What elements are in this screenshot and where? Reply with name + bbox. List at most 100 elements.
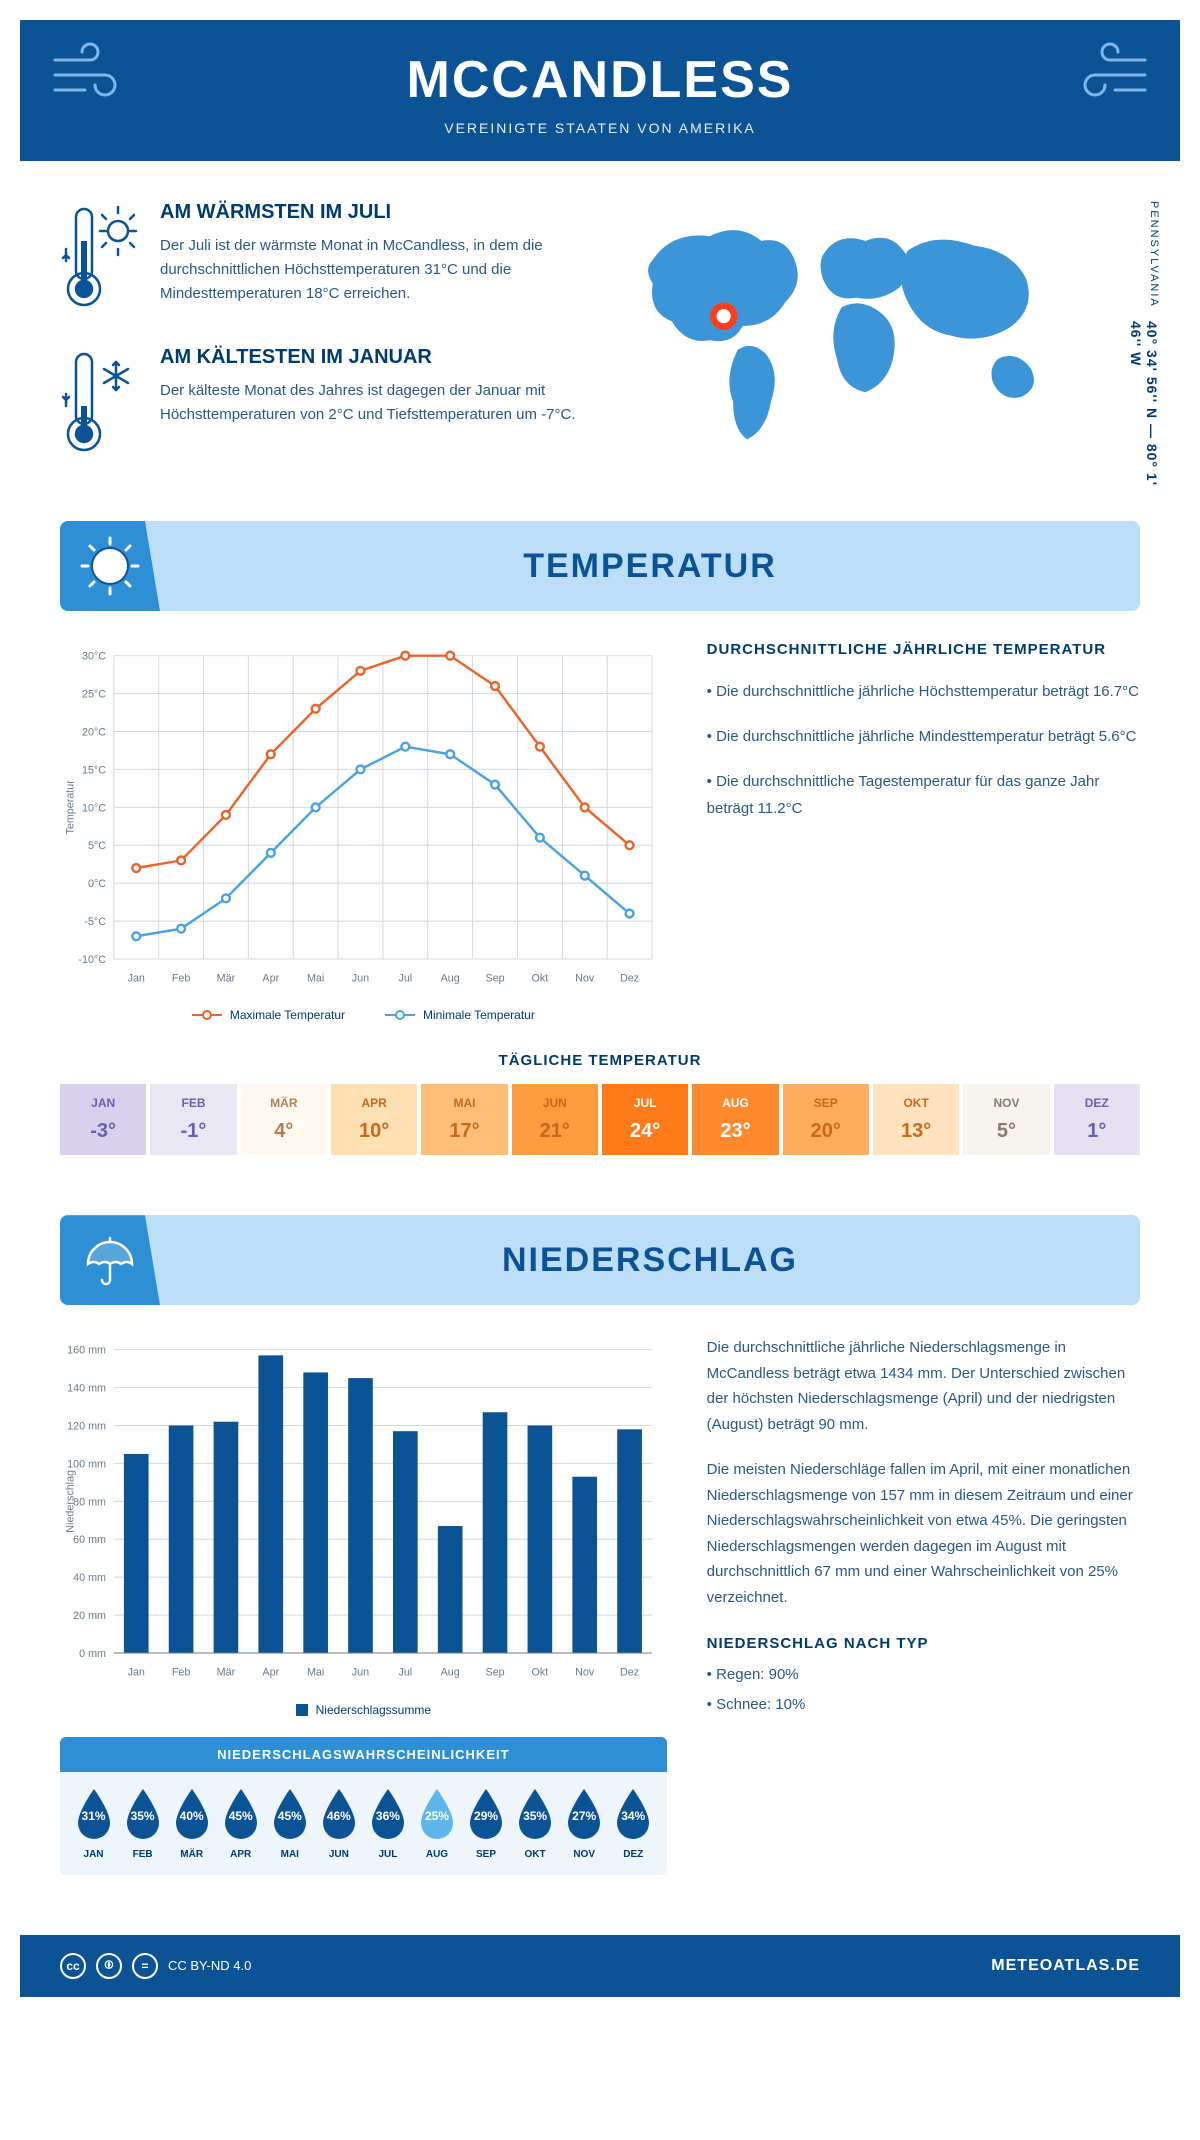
svg-text:Mär: Mär (217, 1667, 236, 1679)
daily-cell: MAI17° (421, 1084, 507, 1155)
svg-text:Nov: Nov (575, 973, 595, 985)
svg-text:Okt: Okt (532, 973, 549, 985)
svg-text:Jan: Jan (128, 1667, 145, 1679)
precip-banner: NIEDERSCHLAG (60, 1215, 1140, 1305)
coords: 40° 34' 56'' N — 80° 1' 46'' W (1128, 321, 1160, 491)
svg-text:100 mm: 100 mm (67, 1459, 106, 1471)
svg-text:Mär: Mär (217, 973, 236, 985)
prob-cell: 29% SEP (463, 1787, 510, 1860)
svg-text:Jun: Jun (352, 1667, 369, 1679)
by-icon: 🅯 (96, 1953, 122, 1979)
svg-text:20°C: 20°C (82, 726, 106, 738)
raindrop-icon: 40% (170, 1787, 214, 1841)
daily-cell: OKT13° (873, 1084, 959, 1155)
legend-precip: Niederschlagssumme (296, 1703, 431, 1717)
svg-text:-10°C: -10°C (78, 954, 106, 966)
svg-text:140 mm: 140 mm (67, 1383, 106, 1395)
fact-cold-title: AM KÄLTESTEN IM JANUAR (160, 346, 585, 369)
svg-text:Sep: Sep (485, 973, 504, 985)
temp-info: DURCHSCHNITTLICHE JÄHRLICHE TEMPERATUR •… (707, 641, 1140, 1022)
wind-icon (1060, 40, 1150, 115)
svg-text:80 mm: 80 mm (73, 1497, 106, 1509)
svg-text:Aug: Aug (441, 973, 460, 985)
svg-text:Apr: Apr (262, 973, 279, 985)
svg-text:25°C: 25°C (82, 689, 106, 701)
fact-warm-title: AM WÄRMSTEN IM JULI (160, 201, 585, 224)
raindrop-icon: 31% (72, 1787, 116, 1841)
daily-title: TÄGLICHE TEMPERATUR (60, 1052, 1140, 1069)
prob-cell: 27% NOV (561, 1787, 608, 1860)
svg-text:Mai: Mai (307, 973, 324, 985)
raindrop-icon: 45% (219, 1787, 263, 1841)
thermometer-cold-icon (60, 346, 140, 461)
daily-cell: SEP20° (783, 1084, 869, 1155)
svg-text:Niederschlag: Niederschlag (65, 1470, 77, 1533)
temp-banner: TEMPERATUR (60, 521, 1140, 611)
thermometer-hot-icon (60, 201, 140, 316)
daily-cell: JUL24° (602, 1084, 688, 1155)
prob-cell: 45% APR (217, 1787, 264, 1860)
prob-cell: 45% MAI (266, 1787, 313, 1860)
svg-text:-5°C: -5°C (84, 916, 106, 928)
fact-cold-text: Der kälteste Monat des Jahres ist dagege… (160, 379, 585, 427)
daily-cell: DEZ1° (1054, 1084, 1140, 1155)
svg-text:40 mm: 40 mm (73, 1572, 106, 1584)
svg-text:Feb: Feb (172, 973, 191, 985)
umbrella-icon (60, 1215, 160, 1305)
raindrop-icon: 36% (366, 1787, 410, 1841)
fact-coldest: AM KÄLTESTEN IM JANUAR Der kälteste Mona… (60, 346, 585, 461)
daily-temp-row: JAN-3°FEB-1°MÄR4°APR10°MAI17°JUN21°JUL24… (60, 1084, 1140, 1155)
precip-heading: NIEDERSCHLAG (160, 1241, 1140, 1280)
svg-text:Jul: Jul (398, 1667, 412, 1679)
svg-text:10°C: 10°C (82, 802, 106, 814)
temp-heading: TEMPERATUR (160, 547, 1140, 586)
prob-cell: 36% JUL (364, 1787, 411, 1860)
svg-text:160 mm: 160 mm (67, 1345, 106, 1357)
nd-icon: = (132, 1953, 158, 1979)
prob-cell: 31% JAN (70, 1787, 117, 1860)
license-text: CC BY-ND 4.0 (168, 1958, 251, 1973)
svg-text:30°C: 30°C (82, 651, 106, 663)
svg-text:Apr: Apr (262, 1667, 279, 1679)
fact-warm-text: Der Juli ist der wärmste Monat in McCand… (160, 234, 585, 306)
svg-text:15°C: 15°C (82, 764, 106, 776)
daily-cell: AUG23° (692, 1084, 778, 1155)
raindrop-icon: 27% (562, 1787, 606, 1841)
wind-icon (50, 40, 140, 115)
raindrop-icon: 34% (611, 1787, 655, 1841)
svg-text:5°C: 5°C (88, 840, 106, 852)
sun-icon (60, 521, 160, 611)
prob-cell: 25% AUG (413, 1787, 460, 1860)
daily-cell: APR10° (331, 1084, 417, 1155)
svg-text:Mai: Mai (307, 1667, 324, 1679)
header: MCCANDLESS VEREINIGTE STAATEN VON AMERIK… (20, 20, 1180, 161)
svg-text:60 mm: 60 mm (73, 1534, 106, 1546)
prob-cell: 34% DEZ (610, 1787, 657, 1860)
svg-text:0°C: 0°C (88, 878, 106, 890)
daily-cell: MÄR4° (241, 1084, 327, 1155)
raindrop-icon: 29% (464, 1787, 508, 1841)
svg-text:Dez: Dez (620, 973, 639, 985)
prob-box: NIEDERSCHLAGSWAHRSCHEINLICHKEIT 31% JAN … (60, 1737, 667, 1875)
cc-icon: cc (60, 1953, 86, 1979)
precip-bar-chart: 0 mm 20 mm 40 mm 60 mm 80 mm 100 mm 120 mm 140 … (60, 1335, 667, 1716)
svg-text:Sep: Sep (485, 1667, 504, 1679)
daily-cell: FEB-1° (150, 1084, 236, 1155)
prob-cell: 35% OKT (512, 1787, 559, 1860)
daily-cell: JUN21° (512, 1084, 598, 1155)
svg-text:Temperatur: Temperatur (65, 780, 77, 835)
svg-text:0 mm: 0 mm (79, 1648, 106, 1660)
prob-cell: 40% MÄR (168, 1787, 215, 1860)
prob-cell: 35% FEB (119, 1787, 166, 1860)
raindrop-icon: 46% (317, 1787, 361, 1841)
svg-text:Nov: Nov (575, 1667, 595, 1679)
raindrop-icon: 35% (121, 1787, 165, 1841)
svg-text:120 mm: 120 mm (67, 1421, 106, 1433)
temp-line-chart: -10°C -5°C 0°C 5°C 10°C 15°C 20°C 25°C 30°C Jan Fe… (60, 641, 667, 1022)
svg-text:20 mm: 20 mm (73, 1610, 106, 1622)
svg-text:Jan: Jan (128, 973, 145, 985)
prob-cell: 46% JUN (315, 1787, 362, 1860)
raindrop-icon: 45% (268, 1787, 312, 1841)
svg-text:Jun: Jun (352, 973, 369, 985)
raindrop-icon: 35% (513, 1787, 557, 1841)
